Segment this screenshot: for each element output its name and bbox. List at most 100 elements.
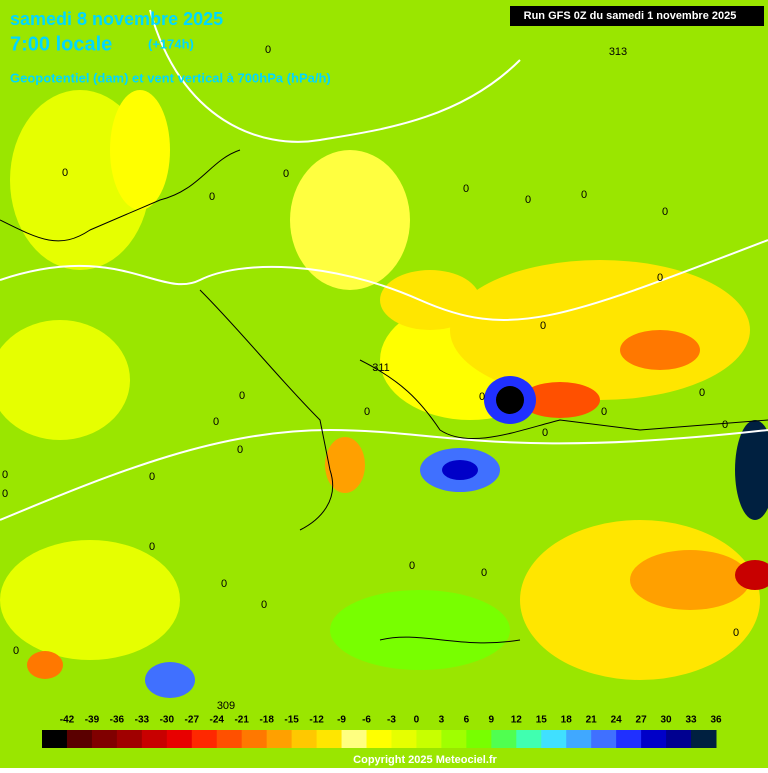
- legend-swatch: [666, 730, 692, 748]
- run-box: [510, 6, 764, 26]
- legend-swatch: [66, 730, 93, 748]
- legend-swatch: [316, 730, 343, 748]
- legend-label: -39: [85, 715, 100, 726]
- contour-label: 0: [221, 578, 227, 590]
- legend-swatch: [641, 730, 667, 748]
- contour-label: 0: [722, 419, 728, 431]
- legend-swatch: [516, 730, 542, 748]
- legend-label: 6: [464, 715, 470, 726]
- legend-label: 30: [661, 715, 673, 726]
- legend-label: 3: [439, 715, 445, 726]
- lead: (+174h): [148, 36, 194, 51]
- contour-label: 0: [209, 191, 215, 203]
- legend-swatch: [166, 730, 193, 748]
- isolines: [0, 9, 768, 521]
- legend-label: -42: [60, 715, 75, 726]
- contour-label: 0: [364, 406, 370, 418]
- legend-label: 33: [685, 715, 697, 726]
- legend-swatch: [91, 730, 118, 748]
- contour-label: 0: [657, 272, 663, 284]
- subtitle: Geopotentiel (dam) et vent vertical à 70…: [10, 70, 331, 85]
- date: samedi 8 novembre 2025: [10, 9, 223, 29]
- legend-label: 24: [611, 715, 623, 726]
- contour-label: 0: [463, 183, 469, 195]
- legend-swatch: [466, 730, 492, 748]
- legend-label: -18: [259, 715, 274, 726]
- legend-label: -30: [160, 715, 175, 726]
- legend-label: 27: [636, 715, 648, 726]
- legend-label: -21: [234, 715, 249, 726]
- field: [0, 90, 768, 698]
- contour-label: 309: [217, 700, 235, 712]
- legend-swatch: [191, 730, 218, 748]
- legend-label: -24: [210, 715, 225, 726]
- contour-label: 0: [409, 560, 415, 572]
- legend-label: -3: [387, 715, 396, 726]
- contour-label: 0: [149, 471, 155, 483]
- legend-label: -9: [337, 715, 346, 726]
- legend-label: -12: [309, 715, 324, 726]
- run-label: Run GFS 0Z du samedi 1 novembre 2025: [524, 10, 737, 22]
- contour-label: 0: [239, 390, 245, 402]
- contour-label: 311: [372, 362, 390, 374]
- legend-swatch: [241, 730, 268, 748]
- contour-label: 0: [283, 168, 289, 180]
- contour-label: 0: [581, 189, 587, 201]
- contour-label: 0: [540, 320, 546, 332]
- legend-swatch: [416, 730, 442, 748]
- contour-label: 0: [149, 541, 155, 553]
- legend-swatch: [116, 730, 143, 748]
- contour-label: 0: [525, 194, 531, 206]
- contour-label: 0: [481, 567, 487, 579]
- contour-label: 313: [609, 46, 627, 58]
- legend-label: 15: [536, 715, 548, 726]
- contour-label: 0: [733, 627, 739, 639]
- contour-label: 0: [237, 444, 243, 456]
- legend-label: -15: [284, 715, 299, 726]
- legend-swatch: [366, 730, 392, 748]
- contour-label: 0: [662, 206, 668, 218]
- legend-label: -36: [110, 715, 125, 726]
- legend: -42 -39 -36 -33 -30 -27 -24 -21 -18 -15 -12 -9 -6 -3 0…: [42, 715, 722, 748]
- contour-label: 0: [601, 406, 607, 418]
- legend-swatch: [291, 730, 318, 748]
- legend-swatch: [216, 730, 243, 748]
- legend-label: 18: [561, 715, 573, 726]
- contour-label: 0: [542, 427, 548, 439]
- contour-label: 0: [265, 44, 271, 56]
- legend-swatch: [541, 730, 567, 748]
- legend-label: 21: [586, 715, 598, 726]
- contour-labels: 313 311 309 0 0 0 0 0 0 0 0 0 0 0 0 0 0 0 0 0 0 0 0 0 0 0 0 0 0 0 0 0: [2, 44, 739, 712]
- legend-swatch: [491, 730, 517, 748]
- legend-swatch: [341, 730, 368, 748]
- legend-swatch: [266, 730, 293, 748]
- legend-swatch: [441, 730, 467, 748]
- legend-swatch: [591, 730, 617, 748]
- contour-label: 0: [213, 416, 219, 428]
- legend-swatch: [616, 730, 642, 748]
- coastlines: [0, 149, 768, 644]
- legend-label: 12: [511, 715, 523, 726]
- legend-label: -6: [362, 715, 371, 726]
- legend-label: -27: [185, 715, 200, 726]
- contour-label: 0: [699, 387, 705, 399]
- legend-swatch: [691, 730, 717, 748]
- legend-label: -33: [135, 715, 150, 726]
- legend-swatch: [141, 730, 168, 748]
- legend-swatch: [566, 730, 592, 748]
- contour-label: 0: [13, 645, 19, 657]
- contour-label: 0: [2, 488, 8, 500]
- contour-label: 0: [62, 167, 68, 179]
- legend-label: 36: [710, 715, 722, 726]
- contour-label: 0: [261, 599, 267, 611]
- legend-swatch: [391, 730, 417, 748]
- legend-label: 9: [489, 715, 495, 726]
- copyright: Copyright 2025 Meteociel.fr: [353, 754, 497, 766]
- legend-swatch: [42, 730, 68, 748]
- legend-label: 0: [414, 715, 420, 726]
- contour-label: 0: [479, 391, 485, 403]
- time: 7:00 locale: [10, 33, 112, 55]
- contour-label: 0: [2, 469, 8, 481]
